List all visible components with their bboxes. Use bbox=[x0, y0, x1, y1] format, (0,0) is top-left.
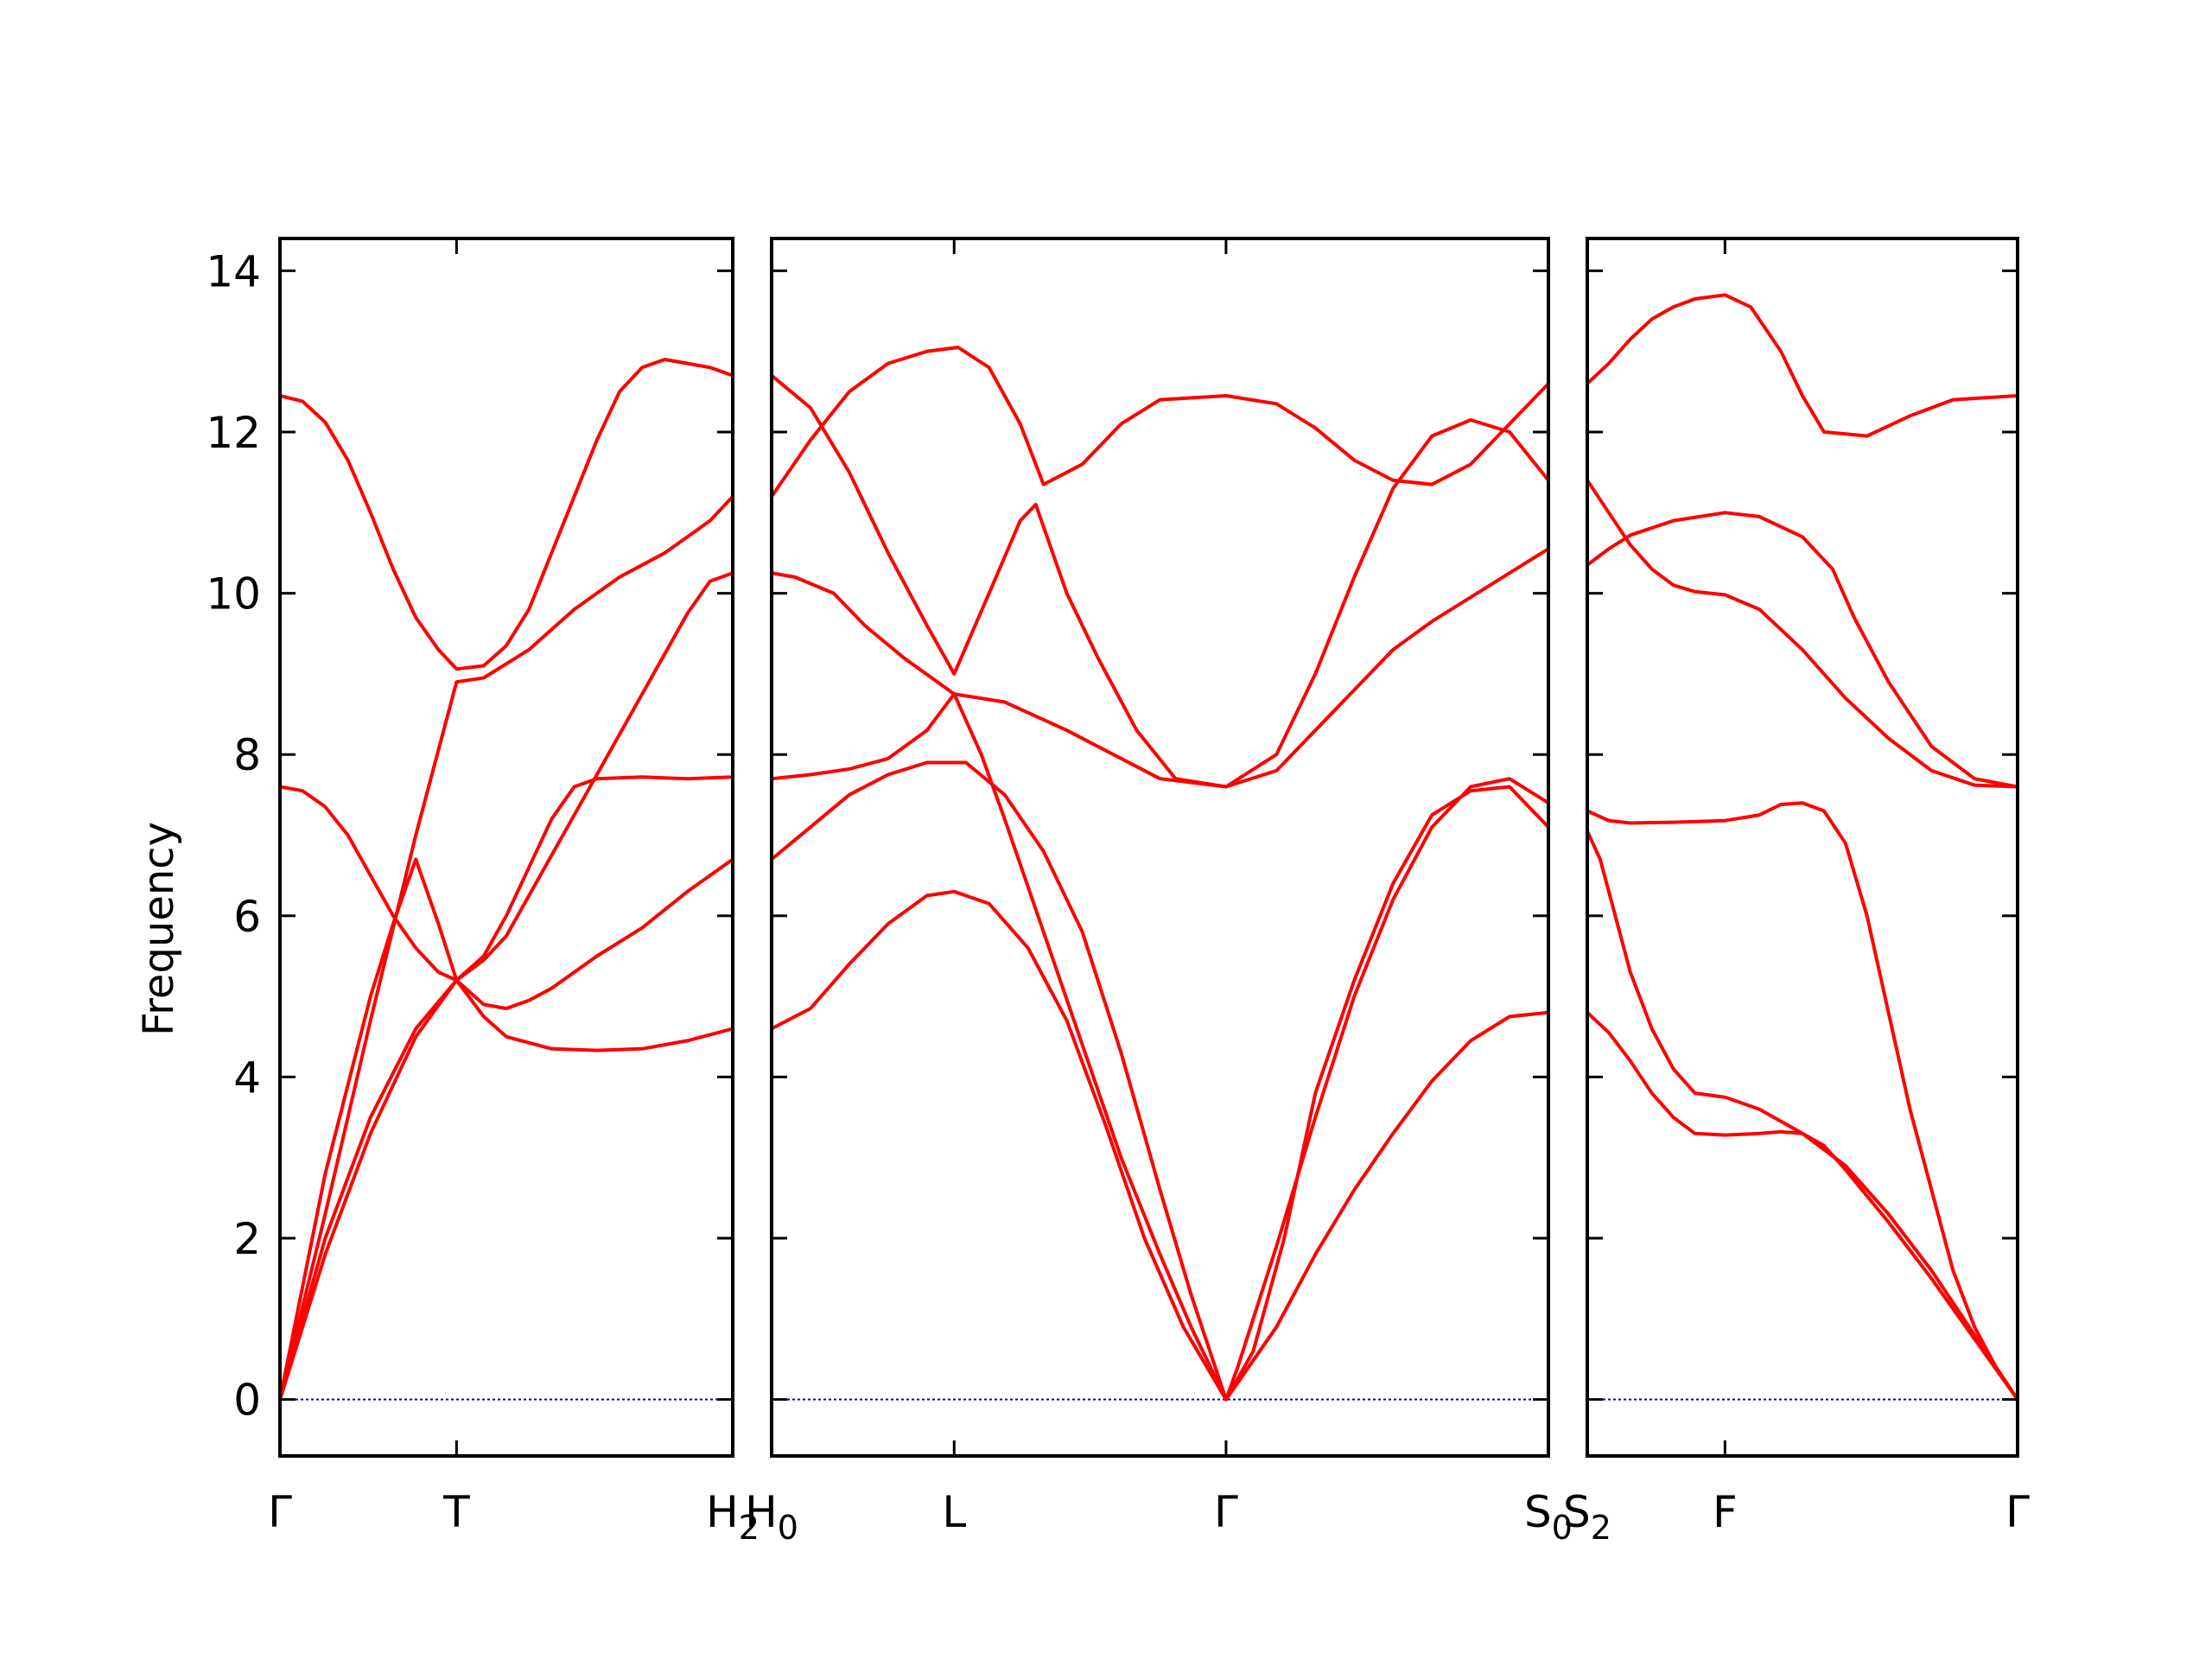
x-tick-label: Γ bbox=[268, 1487, 292, 1537]
band-line-1 bbox=[1587, 293, 2018, 438]
panel-3: S2 F Γ bbox=[1563, 237, 2030, 1547]
x-tick-subscript: 2 bbox=[1591, 1509, 1611, 1547]
band-line-4 bbox=[772, 692, 1548, 1402]
band-line-1 bbox=[772, 374, 1548, 789]
y-tick-label: 4 bbox=[233, 1052, 261, 1103]
panel-frame bbox=[770, 237, 1550, 1458]
band-line-4 bbox=[1587, 801, 2018, 1401]
y-tick-label: 2 bbox=[233, 1214, 261, 1264]
x-tick-subscript: 2 bbox=[739, 1509, 760, 1547]
x-tick-label: Γ bbox=[2005, 1487, 2030, 1537]
band-line-6 bbox=[280, 978, 733, 1401]
panel-2: H0 L Γ S0 bbox=[745, 237, 1573, 1547]
x-tick-subscript: 0 bbox=[1552, 1509, 1573, 1547]
band-line-2 bbox=[772, 346, 1548, 498]
band-line-6 bbox=[772, 889, 1548, 1402]
y-tick-label: 8 bbox=[233, 730, 261, 780]
y-tick-label: 12 bbox=[206, 408, 261, 458]
band-line-2 bbox=[1587, 511, 2018, 789]
y-tick-label: 0 bbox=[233, 1376, 261, 1426]
band-line-1 bbox=[280, 358, 733, 671]
panel-frame bbox=[278, 237, 734, 1458]
band-line-4 bbox=[280, 775, 733, 1401]
x-tick-label: F bbox=[1713, 1487, 1738, 1537]
band-line-5 bbox=[280, 857, 733, 1401]
band-line-5 bbox=[772, 760, 1548, 1402]
panel-frame bbox=[1586, 237, 2019, 1458]
x-tick-subscript: 0 bbox=[778, 1509, 798, 1547]
y-tick-label: 14 bbox=[206, 246, 261, 296]
y-tick-label: 10 bbox=[206, 569, 261, 620]
band-line-5 bbox=[1587, 830, 2018, 1401]
band-line-3 bbox=[1587, 479, 2018, 789]
band-line-2 bbox=[280, 495, 733, 1401]
band-line-3 bbox=[280, 571, 733, 982]
band-line-3 bbox=[772, 547, 1548, 789]
x-tick-label: Γ bbox=[1214, 1487, 1238, 1537]
x-tick-label: L bbox=[942, 1487, 966, 1537]
band-line-6 bbox=[1587, 1011, 2018, 1401]
x-tick-label: T bbox=[442, 1487, 470, 1537]
y-axis-label: Frequency bbox=[135, 822, 183, 1036]
y-tick-label: 6 bbox=[233, 892, 261, 942]
